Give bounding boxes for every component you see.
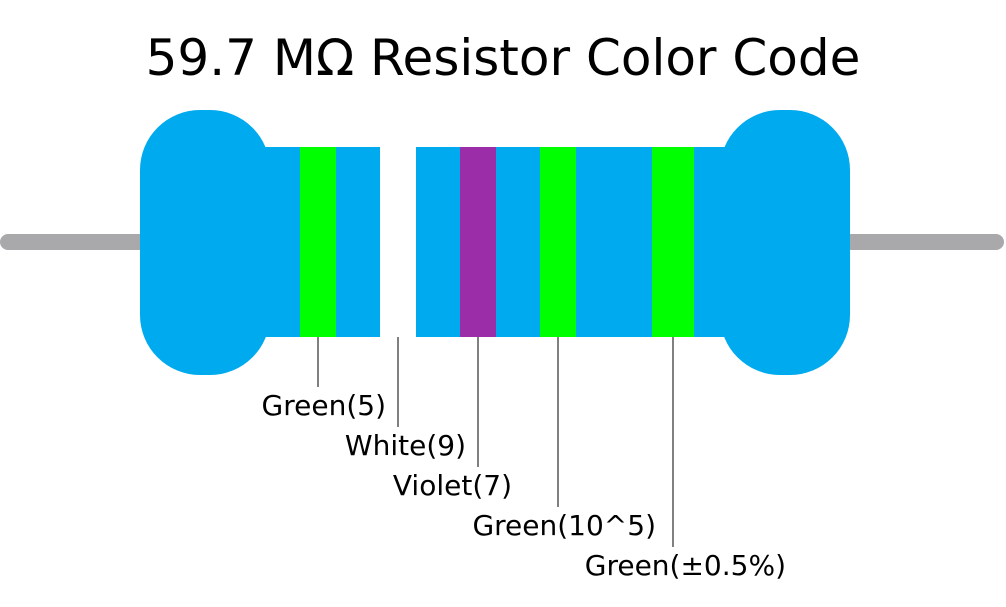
color-band-1 <box>300 147 336 337</box>
leader-lines <box>317 337 674 547</box>
band-label-3: Violet(7) <box>393 469 512 502</box>
color-band-4 <box>540 147 576 337</box>
band-label-1: Green(5) <box>262 389 386 422</box>
band-label-5: Green(±0.5%) <box>585 549 786 582</box>
band-labels: Green(5) White(9) Violet(7) Green(10^5) Gree… <box>262 389 786 582</box>
color-band-5 <box>652 147 694 337</box>
color-band-3 <box>460 147 496 337</box>
resistor-end-cap-left <box>140 110 270 375</box>
band-label-4: Green(10^5) <box>472 509 656 542</box>
page-title: 59.7 MΩ Resistor Color Code <box>145 29 861 87</box>
resistor-end-cap-right <box>720 110 850 375</box>
color-bands <box>300 147 694 337</box>
band-label-2: White(9) <box>345 429 466 462</box>
color-band-2 <box>380 147 416 337</box>
